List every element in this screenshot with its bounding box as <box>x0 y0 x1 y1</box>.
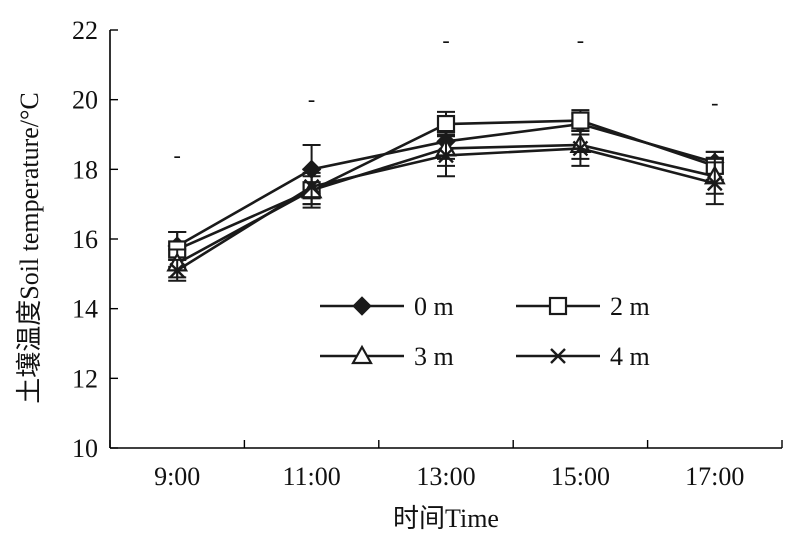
series-4m <box>168 130 724 282</box>
data-point <box>303 178 320 195</box>
axes <box>109 30 782 449</box>
significance-label: - <box>308 87 315 112</box>
y-tick-label: 20 <box>72 86 98 115</box>
data-point <box>169 262 186 279</box>
legend-marker <box>548 296 568 316</box>
legend: 0 m 2 m 3 m 4 m <box>320 292 650 371</box>
legend-item: 4 m <box>516 342 650 371</box>
legend-label: 3 m <box>414 342 454 371</box>
y-tick-label: 18 <box>72 155 98 184</box>
legend-label: 0 m <box>414 292 454 321</box>
legend-label: 2 m <box>610 292 650 321</box>
y-axis-title: 土壤温度Soil temperature/°C <box>15 92 44 404</box>
data-point <box>436 114 456 134</box>
significance-label: - <box>442 27 449 52</box>
significance-label: - <box>174 142 181 167</box>
data-point <box>706 175 723 192</box>
legend-label: 4 m <box>610 342 650 371</box>
significance-label: - <box>711 90 718 115</box>
y-tick-label: 10 <box>72 434 98 463</box>
y-tick-label: 16 <box>72 225 98 254</box>
legend-marker <box>352 296 372 316</box>
data-point <box>438 147 454 164</box>
x-tick-label: 13:00 <box>416 462 475 491</box>
x-axis-title: 时间Time <box>393 504 499 533</box>
legend-item: 2 m <box>516 292 650 321</box>
x-tick-label: 9:00 <box>154 462 200 491</box>
significance-label: - <box>577 27 584 52</box>
y-tick-label: 22 <box>72 16 98 45</box>
legend-item: 3 m <box>320 342 454 371</box>
x-tick-label: 17:00 <box>685 462 744 491</box>
legend-item: 0 m <box>320 292 454 321</box>
plot-area <box>166 109 726 282</box>
data-point <box>571 111 590 130</box>
y-tick-label: 14 <box>72 295 98 324</box>
legend-marker <box>550 348 566 364</box>
y-ticks: 10 12 14 16 18 20 22 <box>72 16 118 463</box>
y-tick-label: 12 <box>72 364 98 393</box>
x-ticks: 9:00 11:00 13:00 15:00 17:00 <box>109 440 783 491</box>
legend-marker <box>351 344 373 365</box>
x-tick-label: 15:00 <box>551 462 610 491</box>
data-point <box>572 140 589 157</box>
significance-labels: - - - - - <box>174 27 719 167</box>
x-tick-label: 11:00 <box>282 462 340 491</box>
